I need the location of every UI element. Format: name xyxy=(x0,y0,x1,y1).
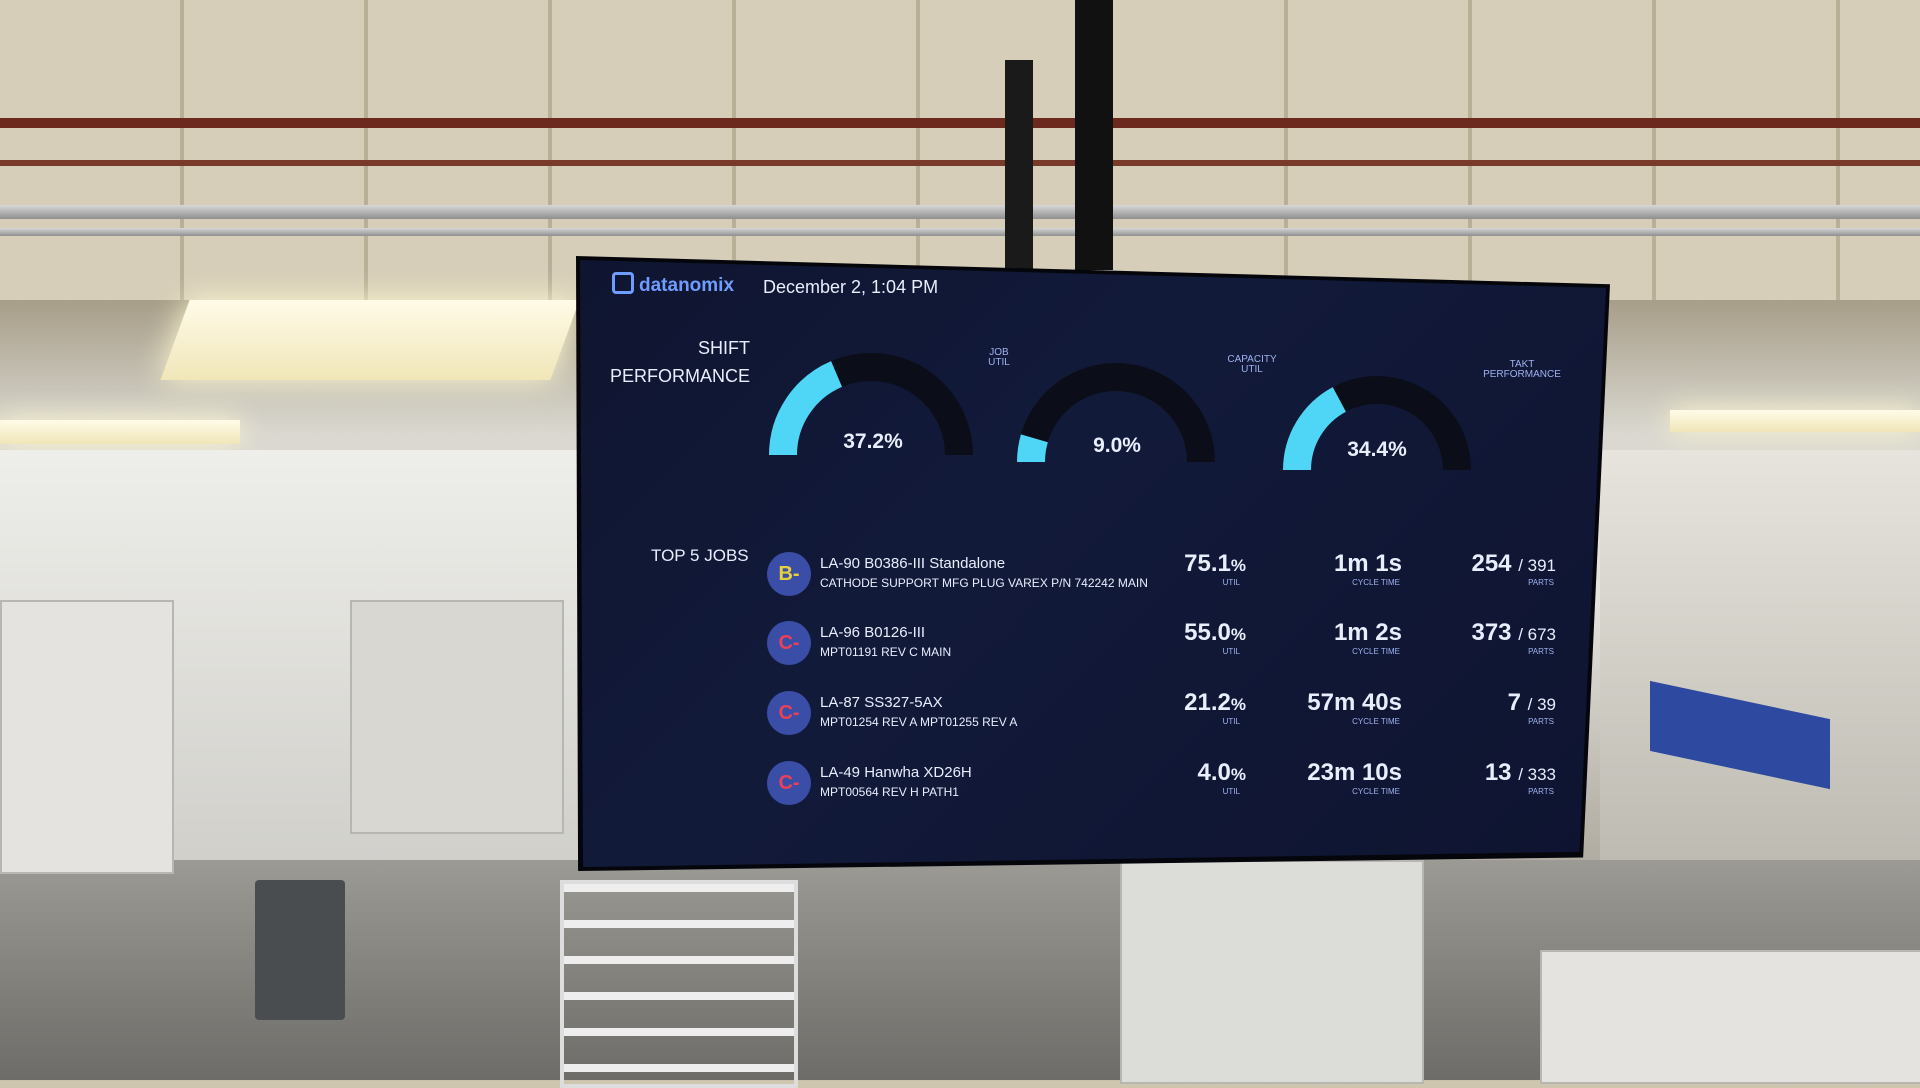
cycle-time-label: CYCLE TIME xyxy=(1352,578,1400,587)
util-number: 55.0 xyxy=(1184,619,1231,646)
label-line: TAKT xyxy=(1509,359,1535,370)
gauge-value: 9.0% xyxy=(1093,434,1141,457)
job-subtitle: CATHODE SUPPORT MFG PLUG VAREX P/N 74224… xyxy=(820,576,1148,590)
cycle-time-value: 57m 40s xyxy=(1307,689,1402,716)
util-unit: % xyxy=(1230,695,1246,714)
ceiling-pipe xyxy=(0,118,1920,128)
cycle-time-value: 1m 1s xyxy=(1333,550,1402,577)
parts-total: / 39 xyxy=(1527,695,1556,714)
gauge-value: 34.4% xyxy=(1347,438,1407,461)
label-line: JOB xyxy=(989,347,1009,358)
util-number: 75.1 xyxy=(1184,550,1231,577)
parts-total: / 673 xyxy=(1518,625,1556,644)
brand-name: datanomix xyxy=(639,275,735,296)
job-subtitle: MPT00564 REV H PATH1 xyxy=(820,785,959,799)
parts-done: 254 xyxy=(1471,550,1512,577)
gauge-label-capacity-util: CAPACITY UTIL xyxy=(1220,355,1284,375)
title-line: PERFORMANCE xyxy=(609,366,750,386)
ceiling-light xyxy=(0,420,240,444)
cycle-time-label: CYCLE TIME xyxy=(1352,787,1400,796)
label-line: PERFORMANCE xyxy=(1483,369,1561,380)
util-value: 21.2% xyxy=(1100,689,1246,717)
util-number: 4.0 xyxy=(1197,759,1231,786)
parts-total: / 333 xyxy=(1518,765,1556,784)
ceiling-light xyxy=(1670,410,1920,432)
util-label: UTIL xyxy=(1222,647,1240,656)
grade-badge: C- xyxy=(767,621,811,665)
util-label: UTIL xyxy=(1222,578,1240,587)
label-line: UTIL xyxy=(988,357,1010,368)
job-title: LA-49 Hanwha XD26H xyxy=(820,764,972,781)
ceiling-pipe xyxy=(0,160,1920,166)
trash-can xyxy=(255,880,345,1020)
parts-value: 254 / 391 xyxy=(1410,550,1556,578)
util-value: 55.0% xyxy=(1100,619,1246,647)
cycle-time-value: 1m 2s xyxy=(1333,619,1402,646)
util-label: UTIL xyxy=(1222,787,1240,796)
parts-done: 7 xyxy=(1507,689,1521,716)
top-jobs-title: TOP 5 JOBS xyxy=(651,546,749,565)
shift-performance-title: SHIFT PERFORMANCE xyxy=(600,334,750,390)
cycle-time-label: CYCLE TIME xyxy=(1352,647,1400,656)
parts-done: 13 xyxy=(1484,759,1512,786)
grade-badge: C- xyxy=(767,761,811,805)
label-line: UTIL xyxy=(1241,364,1263,375)
grade-badge: C- xyxy=(767,691,811,735)
parts-label: PARTS xyxy=(1528,787,1554,796)
ceiling-pipe xyxy=(0,205,1920,219)
mount-pole xyxy=(1005,60,1033,270)
cnc-machine xyxy=(350,600,564,834)
job-title: LA-87 SS327-5AX xyxy=(820,694,943,711)
job-title: LA-96 B0126-III xyxy=(820,624,926,641)
parts-label: PARTS xyxy=(1528,647,1554,656)
logo-icon xyxy=(612,272,634,294)
date-time: December 2, 1:04 PM xyxy=(763,277,939,297)
cabinet xyxy=(1540,950,1920,1084)
cnc-machine xyxy=(0,600,174,874)
dashboard-screen xyxy=(580,260,1606,867)
job-subtitle: MPT01254 REV A MPT01255 REV A xyxy=(820,715,1018,729)
parts-value: 13 / 333 xyxy=(1410,759,1556,787)
label-line: CAPACITY xyxy=(1227,354,1277,365)
gauge-fill xyxy=(1283,387,1347,471)
brand-logo: datanomix xyxy=(612,272,734,297)
job-title: LA-90 B0386-III Standalone xyxy=(820,555,1006,572)
util-number: 21.2 xyxy=(1184,689,1231,716)
gauge-label-takt-performance: TAKT PERFORMANCE xyxy=(1480,360,1564,380)
util-value: 4.0% xyxy=(1100,759,1247,787)
gauge-fill xyxy=(769,361,843,456)
cycle-time-label: CYCLE TIME xyxy=(1352,717,1400,726)
gauge-track xyxy=(1017,363,1215,463)
util-unit: % xyxy=(1230,765,1246,784)
title-line: SHIFT xyxy=(698,338,750,358)
wall xyxy=(1600,450,1920,870)
util-unit: % xyxy=(1230,556,1246,575)
parts-label: PARTS xyxy=(1528,717,1554,726)
parts-value: 7 / 39 xyxy=(1410,689,1556,717)
util-unit: % xyxy=(1230,625,1246,644)
rack-cart xyxy=(560,880,798,1088)
ceiling-pipe xyxy=(0,228,1920,236)
gauge-fill xyxy=(1017,434,1048,463)
util-value: 75.1% xyxy=(1100,550,1246,578)
util-label: UTIL xyxy=(1222,717,1240,726)
cycle-time-value: 23m 10s xyxy=(1307,759,1402,786)
ceiling xyxy=(0,0,1920,300)
parts-label: PARTS xyxy=(1528,578,1554,587)
gauge-value: 37.2% xyxy=(843,430,903,453)
parts-total: / 391 xyxy=(1518,556,1556,575)
parts-value: 373 / 673 xyxy=(1410,619,1556,647)
gauge-label-job-util: JOB UTIL xyxy=(975,348,1023,368)
mount-pole xyxy=(1075,0,1113,270)
job-subtitle: MPT01191 REV C MAIN xyxy=(820,645,952,659)
parts-done: 373 xyxy=(1471,619,1512,646)
grade-badge: B- xyxy=(767,552,811,596)
